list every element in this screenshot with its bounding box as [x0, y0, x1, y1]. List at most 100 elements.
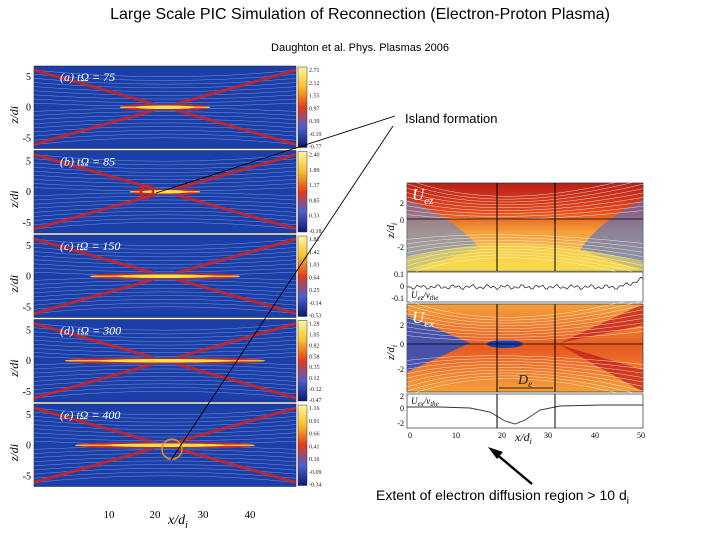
uex-line-plot: [406, 393, 644, 429]
panel-ytick: -5: [23, 387, 31, 398]
uex-profile-line: [407, 404, 643, 425]
uex-line-ytick: -2: [397, 419, 404, 428]
colorbar-tick: 1.55: [309, 94, 320, 100]
current-sheet-core: [105, 443, 225, 448]
field-line: [33, 251, 297, 258]
field-line: [33, 368, 297, 374]
field-line: [406, 192, 644, 209]
field-line: [33, 183, 297, 188]
field-line: [33, 195, 297, 201]
panel-ytick: 5: [26, 72, 31, 83]
panel-label: (d) tΩ = 300: [60, 324, 121, 338]
separatrix: [164, 105, 297, 146]
panel-label: (e) tΩ = 400: [60, 408, 120, 422]
electron-diffusion-extent-label: Extent of electron diffusion region > 10…: [376, 487, 629, 507]
field-line: [406, 300, 644, 321]
field-line: [33, 69, 297, 77]
field-line: [33, 259, 297, 265]
field-line: [33, 407, 297, 415]
right-xtick: 20: [498, 431, 506, 440]
field-line: [406, 326, 644, 338]
uez-ytick: 2: [400, 199, 404, 208]
colorbar-tick: -0.34: [309, 483, 322, 489]
separatrix: [33, 406, 166, 447]
field-line: [33, 306, 297, 314]
uex-red-right-bottom: [560, 345, 643, 392]
field-line: [406, 358, 644, 370]
field-line: [33, 376, 297, 382]
field-line: [33, 364, 297, 370]
colorbar: [297, 235, 308, 317]
uez-axis-label: z/di: [385, 223, 399, 239]
uez-line-plot: [406, 271, 644, 303]
field-line: [406, 361, 644, 374]
panel-axis-label: z/di: [7, 444, 21, 462]
separatrix: [164, 68, 297, 109]
citation: Daughton et al. Phys. Plasmas 2006: [271, 42, 449, 54]
panel-axis-label: z/di: [7, 359, 21, 377]
field-line: [33, 154, 297, 162]
right-yticks: 2 0 -2 0.1 0 -0.1 2 0 -2 2 0 -2: [391, 199, 404, 428]
field-line: [33, 436, 297, 442]
field-line: [406, 179, 644, 200]
colorbar-tick: 0.82: [309, 343, 320, 349]
separatrix: [33, 237, 166, 278]
colorbar: [297, 320, 308, 402]
colorbar-tick: 2.12: [309, 81, 320, 87]
separatrix: [33, 443, 166, 484]
field-line: [406, 240, 644, 253]
field-line: [33, 327, 297, 335]
colorbar-tick: 1.37: [309, 183, 320, 189]
field-line: [33, 295, 297, 302]
field-line: [406, 304, 644, 324]
colorbar-tick: 1.03: [309, 263, 320, 269]
right-xtick: 30: [544, 431, 552, 440]
separatrix: [164, 322, 297, 363]
field-line: [33, 339, 297, 346]
island-pointer-line-1: [155, 115, 396, 194]
simulation-panel: (b) tΩ = 85 5 0 -5z/di 2.40 1.89 1.37 0.85 0.33 -…: [7, 150, 322, 235]
colorbar-tick: -0.19: [309, 132, 322, 138]
colorbar-tick: -0.14: [309, 301, 322, 307]
island-formation-label: Island formation: [405, 111, 498, 126]
colorbar: [297, 66, 308, 148]
panel-ytick: 5: [26, 326, 31, 337]
field-line: [33, 170, 297, 177]
uex-ytick: 0: [400, 340, 404, 349]
field-line: [406, 248, 644, 266]
separatrix: [164, 190, 297, 231]
island: [139, 184, 155, 199]
field-line: [406, 375, 644, 396]
right-xtick: 10: [452, 431, 460, 440]
separatrix: [164, 237, 297, 278]
field-line: [33, 243, 297, 250]
colorbar-tick: 0.64: [309, 275, 320, 281]
right-figure: Uez Uez/vthe Uex De Uex/vthe 2 0 -2 0.1: [385, 175, 645, 446]
field-line: [406, 245, 644, 262]
panel-ytick: 5: [26, 410, 31, 421]
separatrix: [33, 322, 166, 363]
field-line: [406, 205, 644, 217]
field-line: [33, 111, 297, 116]
field-line: [406, 313, 644, 330]
field-line: [406, 318, 644, 332]
colorbar-tick: 2.71: [309, 68, 320, 74]
colorbar-tick: 0.97: [309, 106, 320, 112]
panel-ytick: 0: [26, 440, 31, 451]
diffusion-region-arrow: [494, 452, 533, 485]
colorbar-tick: 0.25: [309, 288, 320, 294]
panel-ytick: -5: [23, 472, 31, 483]
panel-ytick: 0: [26, 187, 31, 198]
extent-subscript: i: [626, 495, 629, 507]
field-line: [33, 352, 297, 357]
right-xtick: 50: [637, 431, 645, 440]
colorbar-tick: 0.35: [309, 365, 320, 371]
field-line: [33, 387, 297, 394]
simulation-panel: (c) tΩ = 150 5 0 -5z/di 1.81 1.42 1.03 0.64 0.25…: [7, 234, 322, 320]
field-line: [33, 464, 297, 471]
field-line: [406, 197, 644, 211]
field-line: [33, 372, 297, 378]
field-line: [33, 255, 297, 261]
left-x-ticks: 10 20 30 40: [104, 509, 257, 521]
